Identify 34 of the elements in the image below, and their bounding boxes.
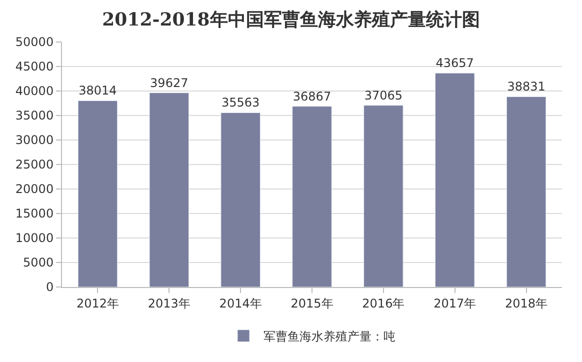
bar: [78, 100, 118, 287]
x-tick-label: 2015年: [290, 296, 334, 310]
x-tick-label: 2014年: [219, 296, 262, 310]
bar: [506, 96, 546, 287]
y-tick-label: 50000: [15, 35, 54, 50]
y-tick-label: 30000: [15, 133, 54, 148]
bar: [149, 92, 190, 287]
data-label: 35563: [221, 96, 260, 110]
bar: [364, 105, 404, 287]
x-tick-label: 2017年: [434, 296, 476, 310]
x-tick-label: 2018年: [505, 296, 548, 310]
legend-label: 军曹鱼海水养殖产量：吨: [264, 329, 396, 344]
y-tick-label: 15000: [15, 206, 54, 221]
chart-title: 2012-2018年中国军曹鱼海水养殖产量统计图: [102, 9, 480, 30]
y-tick-label: 0: [46, 280, 54, 294]
y-tick-label: 25000: [15, 158, 54, 172]
bar: [220, 112, 260, 287]
data-label: 38831: [507, 80, 546, 94]
y-tick-label: 40000: [15, 84, 54, 98]
data-label: 37065: [364, 88, 403, 102]
y-tick-label: 10000: [15, 231, 54, 246]
y-tick-label: 45000: [15, 60, 54, 74]
y-tick-label: 5000: [23, 256, 54, 270]
data-label: 36867: [292, 89, 332, 104]
data-label: 38014: [78, 84, 117, 98]
bar: [434, 72, 475, 287]
y-tick-label: 35000: [15, 108, 54, 123]
y-tick-label: 20000: [15, 182, 54, 196]
x-tick-label: 2012年: [76, 296, 119, 310]
data-label: 39627: [150, 76, 188, 90]
bar: [292, 106, 332, 287]
x-tick-label: 2013年: [148, 296, 190, 310]
x-tick-label: 2016年: [362, 296, 405, 310]
data-label: 43657: [436, 56, 474, 70]
